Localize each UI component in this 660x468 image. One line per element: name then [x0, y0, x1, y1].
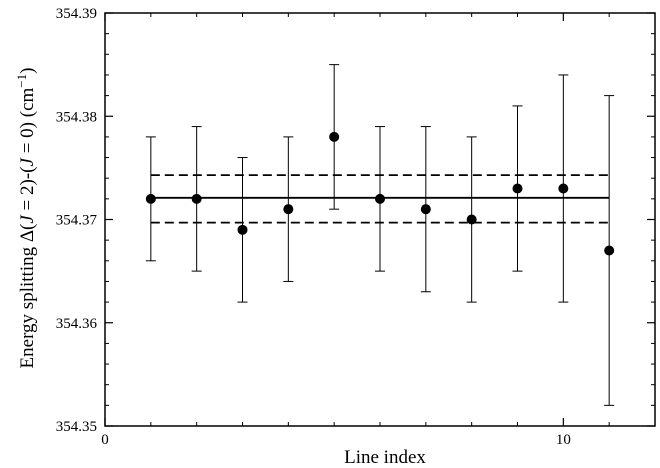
y-axis-title-sup: −1 [14, 74, 29, 88]
data-points [145, 131, 615, 256]
x-tick-label: 10 [556, 432, 571, 448]
data-point [145, 193, 156, 204]
x-tick-label: 0 [101, 432, 109, 448]
data-point [237, 224, 248, 235]
data-point [420, 204, 431, 215]
y-tick-label: 354.35 [56, 419, 97, 435]
data-point [375, 193, 385, 204]
data-point [512, 183, 523, 194]
data-point [283, 204, 294, 215]
y-tick-label: 354.38 [56, 109, 97, 125]
y-axis-title-prefix: Energy splitting Δ( [17, 224, 38, 369]
y-tick-label: 354.37 [56, 213, 98, 229]
data-point [604, 245, 615, 256]
y-tick-label: 354.39 [56, 6, 97, 22]
tick-labels: 354.35 354.36 354.37 354.38 354.39 0 10 [56, 6, 571, 448]
y-axis-title-j1: J [17, 214, 38, 224]
y-axis-title: Energy splitting Δ(J = 2)-(J = 0) (cm−1) [14, 68, 38, 369]
data-point [558, 183, 569, 194]
data-point [191, 193, 202, 204]
data-point [329, 131, 340, 142]
y-axis-title-eq0: = 0) (cm [17, 87, 38, 158]
y-axis-title-j2: J [17, 156, 38, 166]
y-axis-title-close: ) [17, 68, 38, 74]
y-tick-label: 354.36 [56, 316, 98, 332]
y-axis-title-eq2: = 2)-( [17, 166, 38, 215]
error-bars [145, 64, 615, 406]
data-point [466, 214, 477, 225]
axis-ticks [104, 12, 655, 427]
x-axis-title: Line index [344, 447, 426, 468]
